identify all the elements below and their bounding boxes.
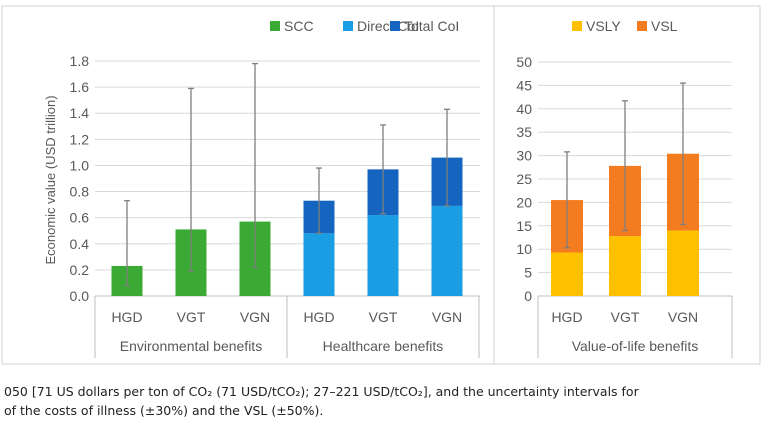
x-category-label: HGD	[303, 309, 334, 325]
y-tick-label: 25	[516, 171, 532, 187]
x-category-label: HGD	[111, 309, 142, 325]
bar-segment-direct-coi	[431, 205, 463, 296]
y-tick-label: 45	[516, 77, 532, 93]
y-tick-label: 0.8	[70, 184, 90, 200]
legend-swatch	[637, 21, 647, 31]
y-tick-label: 50	[516, 54, 532, 70]
y-tick-label: 0.6	[70, 210, 90, 226]
y-tick-label: 1.6	[70, 79, 90, 95]
legend-label: SCC	[284, 18, 314, 34]
x-category-label: VGN	[668, 309, 698, 325]
panel-1-frame	[1, 5, 495, 365]
legend-label: Direct CoI	[357, 18, 419, 34]
y-tick-label: 35	[516, 124, 532, 140]
x-category-label: VGT	[611, 309, 640, 325]
x-category-label: HGD	[551, 309, 582, 325]
legend-label: Total CoI	[404, 18, 459, 34]
legend-swatch	[390, 21, 400, 31]
caption-line-1: 050 [71 US dollars per ton of CO₂ (71 US…	[4, 384, 639, 399]
legend-label: VSL	[651, 18, 678, 34]
y-tick-label: 15	[516, 218, 532, 234]
y-tick-label: 5	[524, 265, 532, 281]
y-tick-label: 1.2	[70, 131, 90, 147]
bar-segment-direct-coi	[303, 233, 335, 296]
chart-panel-environment-healthcare: 0.0 0.2 0.4 0.6 0.8 1.0 1.2 1.4 1.6 1.8 Economic v…	[43, 18, 480, 358]
y-tick-label: 0.4	[70, 236, 90, 252]
bar-segment-vsly	[609, 236, 641, 296]
figure: 0.0 0.2 0.4 0.6 0.8 1.0 1.2 1.4 1.6 1.8 Economic v…	[1, 5, 761, 365]
y-tick-label: 30	[516, 148, 532, 164]
y-tick-label: 40	[516, 101, 532, 117]
y-tick-label: 1.4	[70, 105, 90, 121]
x-group-label: Healthcare benefits	[323, 338, 444, 354]
x-category-label: VGT	[369, 309, 398, 325]
legend-label: VSLY	[586, 18, 621, 34]
chart-panel-value-of-life: 0 5 10 15 20 25 30 35 40 45 50 HGD VGT VGN Value-of-li…	[516, 18, 733, 358]
x-group-label: Value-of-life benefits	[572, 338, 699, 354]
x-category-label: VGN	[432, 309, 462, 325]
y-tick-label: 1.8	[70, 53, 90, 69]
legend-swatch	[270, 21, 280, 31]
y-tick-label: 20	[516, 194, 532, 210]
y-tick-label: 0	[524, 288, 532, 304]
legend-swatch	[572, 21, 582, 31]
legend-swatch	[343, 21, 353, 31]
y-axis-title: Economic value (USD trillion)	[43, 95, 58, 264]
y-tick-label: 10	[516, 241, 532, 257]
x-category-label: VGT	[177, 309, 206, 325]
x-group-label: Environmental benefits	[120, 338, 262, 354]
y-tick-label: 0.2	[70, 262, 90, 278]
bar-segment-vsly	[667, 230, 699, 296]
y-tick-label: 0.0	[70, 288, 90, 304]
x-category-label: VGN	[240, 309, 270, 325]
y-tick-label: 1.0	[70, 157, 90, 173]
bar-segment-vsly	[551, 252, 583, 296]
caption-line-2: of the costs of illness (±30%) and the V…	[4, 403, 324, 418]
bar-segment-direct-coi	[367, 215, 399, 296]
